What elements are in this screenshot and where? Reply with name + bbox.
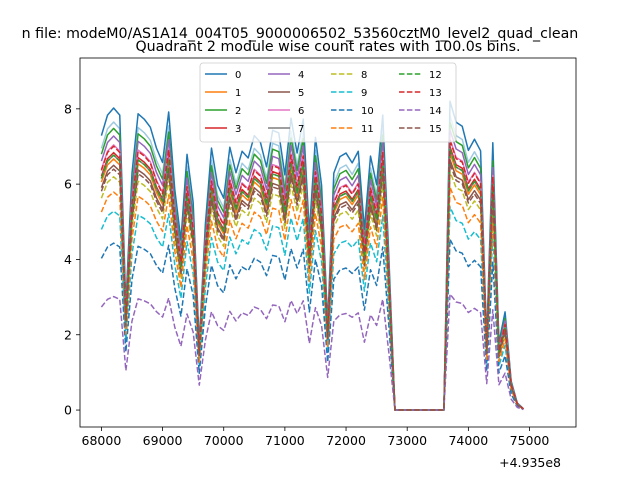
series-line-14 bbox=[100, 293, 524, 411]
series-line-9 bbox=[100, 206, 524, 411]
legend-label-7: 7 bbox=[298, 124, 304, 135]
series-line-11 bbox=[100, 186, 524, 411]
legend-label-13: 13 bbox=[429, 88, 442, 99]
y-tick-label: 4 bbox=[64, 252, 72, 267]
x-axis-offset-text: +4.935e8 bbox=[499, 455, 561, 470]
legend-label-15: 15 bbox=[429, 124, 442, 135]
legend-label-4: 4 bbox=[298, 70, 304, 81]
series-line-13 bbox=[100, 139, 524, 411]
x-tick-label: 72000 bbox=[326, 433, 366, 448]
axes-frame bbox=[79, 57, 577, 428]
series-line-15 bbox=[100, 163, 524, 411]
series-line-10 bbox=[100, 238, 524, 411]
legend-label-6: 6 bbox=[298, 106, 304, 117]
legend-label-2: 2 bbox=[235, 106, 241, 117]
series-line-8 bbox=[100, 170, 524, 411]
legend-label-12: 12 bbox=[429, 70, 442, 81]
x-tick-label: 73000 bbox=[387, 433, 427, 448]
y-tick-label: 2 bbox=[64, 327, 72, 342]
x-tick-label: 71000 bbox=[265, 433, 305, 448]
legend-label-0: 0 bbox=[235, 70, 241, 81]
legend-label-8: 8 bbox=[361, 70, 367, 81]
legend-box bbox=[199, 62, 457, 143]
legend-label-1: 1 bbox=[235, 88, 241, 99]
y-tick-label: 6 bbox=[64, 177, 72, 192]
chart-title: Quadrant 2 module wise count rates with … bbox=[135, 39, 520, 55]
legend-label-10: 10 bbox=[361, 106, 374, 117]
y-tick-label: 0 bbox=[64, 403, 72, 418]
y-tick-label: 8 bbox=[64, 101, 72, 116]
x-tick-label: 69000 bbox=[143, 433, 183, 448]
legend-label-11: 11 bbox=[361, 124, 374, 135]
legend-label-3: 3 bbox=[235, 124, 241, 135]
legend-label-9: 9 bbox=[361, 88, 367, 99]
x-tick-label: 75000 bbox=[510, 433, 550, 448]
x-tick-label: 68000 bbox=[82, 433, 122, 448]
x-tick-label: 74000 bbox=[448, 433, 488, 448]
figure-suptitle: n file: modeM0/AS1A14_004T05_9000006502_… bbox=[22, 26, 579, 42]
legend-label-5: 5 bbox=[298, 88, 304, 99]
axis-layer: 68000 69000 70000 71000 72000 73000 74000 75000… bbox=[64, 57, 577, 448]
legend-label-14: 14 bbox=[429, 106, 442, 117]
x-tick-label: 70000 bbox=[204, 433, 244, 448]
